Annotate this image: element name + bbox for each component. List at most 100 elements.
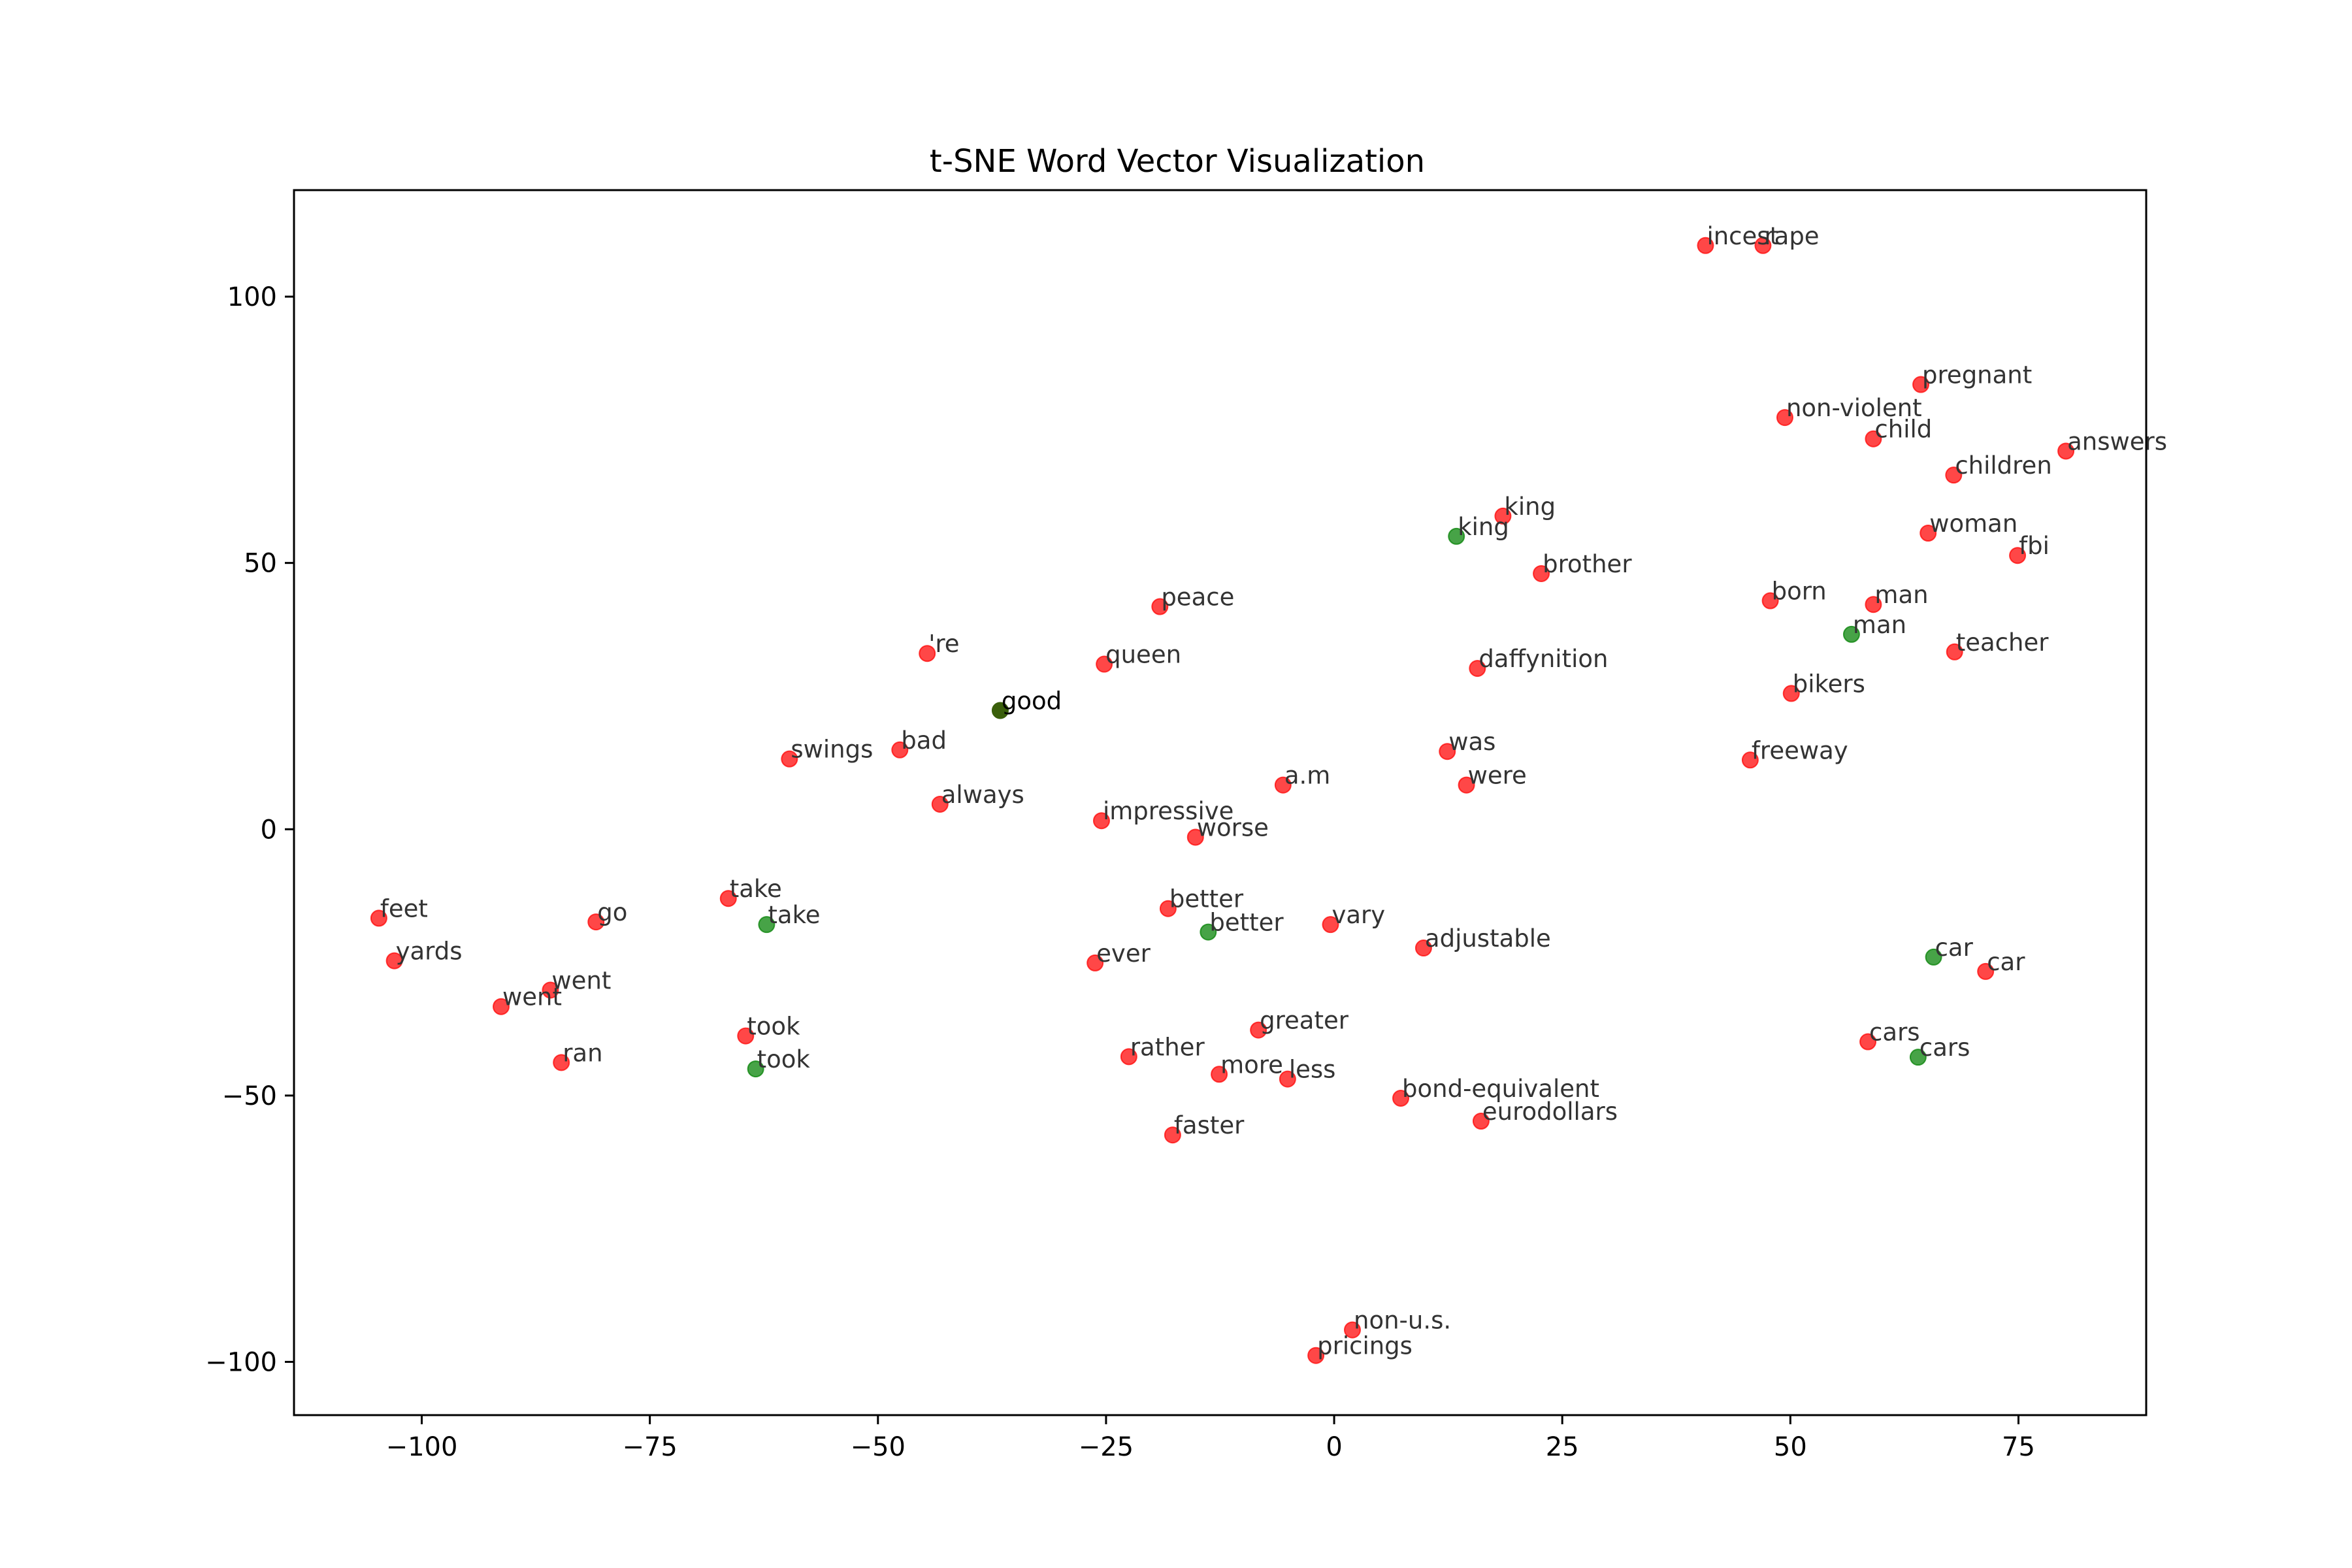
- point-label: man: [1853, 611, 1906, 639]
- x-tick-label: −50: [851, 1432, 906, 1462]
- point-label: go: [597, 898, 627, 926]
- plot-frame: [293, 189, 2148, 1416]
- data-point: [719, 890, 737, 907]
- point-label: bad: [901, 727, 947, 755]
- point-label: incest: [1707, 222, 1779, 250]
- point-label: king: [1504, 493, 1556, 521]
- point-label: born: [1772, 578, 1827, 606]
- data-point: [1909, 1049, 1927, 1066]
- point-label: more: [1220, 1051, 1283, 1079]
- data-point: [1925, 948, 1942, 966]
- point-label: non-violent: [1786, 394, 1922, 422]
- data-point: [1307, 1347, 1325, 1364]
- data-point: [737, 1027, 755, 1045]
- point-label: man: [1874, 581, 1928, 609]
- data-point: [1186, 828, 1204, 846]
- point-label: cars: [1869, 1019, 1920, 1047]
- point-label: freeway: [1752, 736, 1848, 764]
- point-label: better: [1209, 909, 1284, 937]
- data-point: [370, 909, 387, 927]
- chart-title: t-SNE Word Vector Visualization: [930, 143, 1425, 180]
- data-point: [1200, 923, 1217, 941]
- chart-axes: −100 −75 −50 −25 0 25 50 75 100 50 0 −50 −100: [205, 282, 2035, 1462]
- data-point: [1274, 776, 1292, 794]
- data-point: [1159, 900, 1177, 917]
- point-label: faster: [1174, 1111, 1245, 1139]
- point-label: car: [1935, 934, 1974, 962]
- point-label: less: [1289, 1056, 1336, 1084]
- point-label: answers: [2067, 427, 2167, 455]
- point-label: went: [551, 966, 611, 994]
- point-label: woman: [1929, 510, 2017, 538]
- data-point: [1211, 1066, 1228, 1083]
- data-point: [1344, 1321, 1361, 1339]
- point-label: were: [1468, 762, 1527, 790]
- data-point: [1392, 1089, 1410, 1107]
- data-point: [1919, 525, 1937, 542]
- data-point: [1946, 643, 1963, 661]
- data-point: [1494, 507, 1512, 525]
- data-point: [553, 1054, 570, 1071]
- data-point: [1912, 376, 1930, 393]
- data-point: [1458, 776, 1475, 794]
- point-label: take: [730, 875, 782, 903]
- point-label: was: [1448, 728, 1495, 756]
- x-tick-label: −25: [1079, 1432, 1134, 1462]
- data-point: [991, 702, 1009, 719]
- point-label: 're: [928, 630, 959, 658]
- data-point: [2009, 547, 2027, 564]
- point-label: car: [1987, 948, 2025, 976]
- point-label: fbi: [2019, 532, 2050, 560]
- data-point: [931, 795, 949, 813]
- data-point: [758, 916, 776, 934]
- data-point: [1439, 743, 1456, 760]
- point-label: non-u.s.: [1354, 1307, 1451, 1335]
- point-label: ran: [563, 1039, 602, 1067]
- point-label: vary: [1331, 901, 1385, 929]
- point-label: ever: [1096, 939, 1151, 968]
- data-point: [1250, 1021, 1267, 1039]
- data-point: [1776, 409, 1793, 427]
- data-point: [891, 741, 909, 759]
- point-label: yards: [396, 938, 463, 966]
- data-point: [1865, 430, 1882, 448]
- x-tick-label: 0: [1326, 1432, 1342, 1462]
- x-tick-label: −100: [386, 1432, 458, 1462]
- point-label: took: [747, 1013, 800, 1041]
- point-label: swings: [791, 736, 873, 764]
- point-label: a.m: [1284, 762, 1330, 790]
- data-point: [385, 952, 403, 970]
- x-tick-label: 75: [2002, 1432, 2035, 1462]
- y-tick-label: 100: [227, 282, 277, 312]
- point-label: impressive: [1103, 797, 1233, 825]
- data-point: [1859, 1033, 1877, 1051]
- data-point: [1151, 598, 1169, 615]
- point-label: worse: [1197, 813, 1269, 841]
- point-label: queen: [1105, 641, 1181, 669]
- x-tick-label: −75: [622, 1432, 677, 1462]
- data-point: [1842, 625, 1860, 643]
- point-label: better: [1169, 885, 1244, 913]
- data-point: [1096, 655, 1113, 673]
- data-point: [1945, 466, 1963, 484]
- point-label: brother: [1543, 550, 1632, 578]
- data-point: [1761, 592, 1779, 610]
- data-point: [1741, 751, 1759, 769]
- data-point: [1322, 916, 1339, 934]
- point-label: peace: [1161, 583, 1234, 612]
- x-tick-label: 50: [1774, 1432, 1807, 1462]
- point-label: children: [1955, 451, 2051, 480]
- point-label: adjustable: [1425, 924, 1551, 953]
- point-label: greater: [1260, 1007, 1349, 1035]
- point-label: always: [941, 781, 1024, 809]
- point-label: good: [1002, 687, 1062, 715]
- data-point: [1472, 1113, 1490, 1130]
- data-point: [1782, 685, 1800, 702]
- data-point: [1092, 812, 1110, 830]
- point-label: eurodollars: [1482, 1098, 1618, 1126]
- data-point: [587, 913, 605, 931]
- point-label: king: [1458, 513, 1509, 541]
- data-point: [1754, 237, 1772, 254]
